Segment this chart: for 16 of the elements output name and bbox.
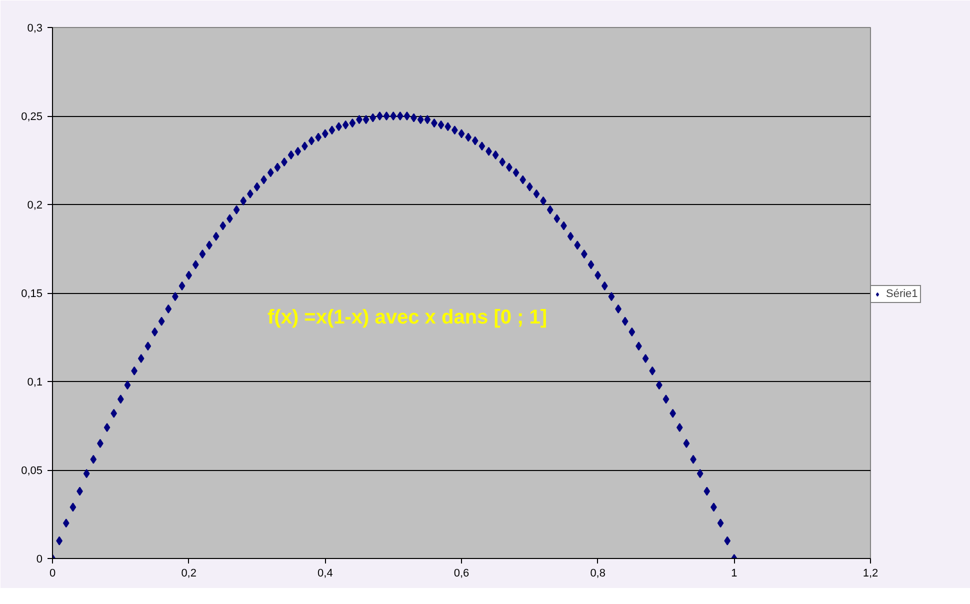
x-tick-label: 0,8	[590, 568, 606, 580]
annotation: f(x) =x(1-x) avec x dans [0 ; 1]	[268, 306, 548, 328]
y-tick-label: 0,25	[21, 111, 43, 123]
y-tick-label: 0,15	[21, 288, 43, 300]
y-tick-label: 0,05	[21, 465, 43, 477]
x-tick-label: 1	[731, 568, 738, 580]
y-tick-label: 0,1	[27, 376, 43, 388]
x-tick-label: 0,4	[318, 568, 333, 580]
y-tick-label: 0	[36, 554, 43, 566]
x-tick-label: 0	[49, 568, 56, 580]
x-tick-label: 0,6	[454, 568, 470, 580]
x-tick-label: 1,2	[862, 568, 878, 580]
y-tick-label: 0,3	[27, 22, 43, 34]
legend-label: Série1	[886, 288, 918, 300]
x-tick-label: 0,2	[181, 568, 196, 580]
y-tick-label: 0,2	[27, 200, 43, 212]
